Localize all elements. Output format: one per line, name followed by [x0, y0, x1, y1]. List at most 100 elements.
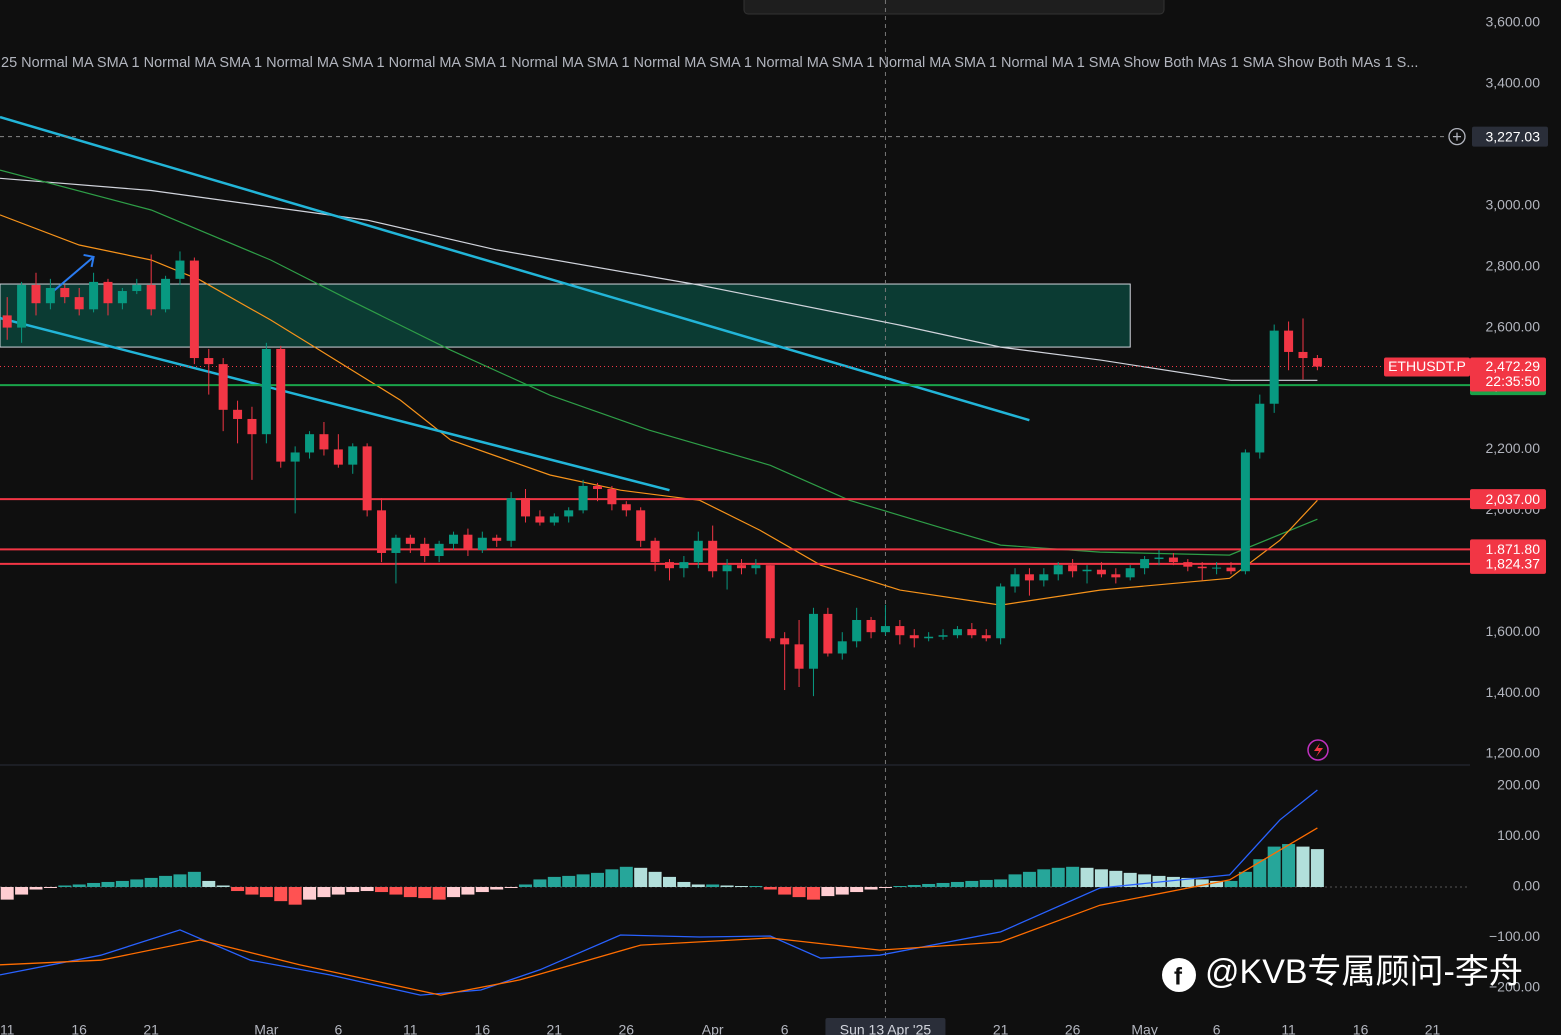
facebook-logo — [1162, 958, 1196, 992]
x-tick-label: 6 — [781, 1022, 789, 1035]
candle-body — [1269, 330, 1279, 404]
macd-bar — [605, 869, 619, 887]
candle-body — [89, 281, 99, 310]
y-tick-label: 2,600.00 — [1486, 318, 1541, 334]
candle-body — [1096, 569, 1106, 575]
candle-body — [463, 534, 473, 550]
candle-body — [1298, 351, 1308, 359]
symbol-box — [1384, 357, 1470, 377]
macd-bar — [1123, 872, 1137, 887]
moving-average — [0, 214, 1318, 606]
macd-bar — [331, 887, 345, 895]
x-tick-label: 16 — [71, 1022, 87, 1035]
candle-body — [1082, 569, 1092, 572]
candle-body — [247, 418, 257, 435]
macd-bar — [634, 867, 648, 887]
macd-bar — [346, 887, 360, 893]
indicator-legend: 25 Normal MA SMA 1 Normal MA SMA 1 Norma… — [1, 55, 1418, 71]
macd-bar — [1181, 877, 1195, 887]
candle-body — [261, 348, 271, 435]
alert-bolt-icon — [1314, 743, 1323, 757]
macd-bar — [893, 885, 907, 887]
macd-bar — [432, 887, 446, 900]
alert-box — [1472, 126, 1548, 147]
macd-bar — [1051, 867, 1065, 887]
macd-bar — [461, 887, 475, 895]
macd-bar — [475, 887, 489, 893]
macd-bar — [936, 882, 950, 887]
candle-body — [1125, 568, 1135, 578]
macd-tick-label: 0.00 — [1513, 878, 1540, 894]
candle-body — [808, 613, 818, 669]
candle-body — [866, 619, 876, 633]
candle-body — [693, 540, 703, 563]
x-tick-label: 16 — [475, 1022, 491, 1035]
drawing-toolbar[interactable] — [743, 0, 1165, 15]
candle-body — [233, 409, 243, 419]
candle-body — [1226, 567, 1236, 572]
macd-bar — [562, 875, 576, 887]
moving-average — [0, 169, 1318, 556]
candle-body — [60, 287, 70, 298]
last-price-box — [1470, 357, 1546, 392]
candle-body — [1039, 574, 1049, 581]
candle-body — [1010, 574, 1020, 587]
candle-body — [722, 565, 732, 572]
candle-body — [981, 635, 991, 639]
macd-bar — [317, 887, 331, 898]
candle-body — [1024, 574, 1034, 581]
candle-body — [1212, 567, 1222, 569]
moving-average — [0, 177, 1318, 381]
macd-bar — [274, 887, 288, 902]
alert-icon-plus — [1453, 132, 1461, 141]
candle-body — [521, 498, 531, 517]
macd-bar — [1210, 880, 1224, 887]
candle-body — [751, 565, 761, 569]
macd-bar — [965, 880, 979, 887]
macd-bar — [418, 887, 432, 899]
candle-body — [636, 510, 646, 541]
macd-bar — [303, 887, 317, 900]
macd-bar — [87, 882, 101, 887]
macd-bar — [547, 876, 561, 887]
candle-body — [175, 260, 185, 279]
macd-bar — [403, 887, 417, 898]
macd-bar — [907, 884, 921, 887]
macd-bar — [734, 885, 748, 887]
macd-bar — [749, 885, 763, 887]
macd-bar — [994, 879, 1008, 887]
x-tick-label: 21 — [547, 1022, 563, 1035]
y-tick-label: 1,400.00 — [1486, 684, 1541, 700]
candle-body — [132, 284, 142, 292]
candle-body — [377, 510, 387, 553]
macd-bar — [591, 872, 605, 887]
macd-bar — [0, 887, 14, 900]
macd-bar — [101, 881, 115, 887]
macd-bar — [360, 887, 374, 892]
candle-body — [362, 446, 372, 511]
candle-body — [967, 629, 977, 636]
watermark: f @KVB专属顾问-李舟 — [1162, 953, 1523, 992]
macd-bar — [130, 879, 144, 887]
candle-body — [1284, 330, 1294, 352]
candle-body — [794, 644, 804, 669]
macd-bar — [821, 887, 835, 897]
macd-bar — [58, 885, 72, 887]
candle-body — [736, 565, 746, 569]
candle-body — [348, 446, 358, 465]
candle-body — [780, 638, 790, 645]
x-tick-label: 21 — [993, 1022, 1009, 1035]
macd-bar — [115, 880, 129, 887]
alert-bolt — [1307, 739, 1329, 761]
macd-bar — [1080, 867, 1094, 887]
macd-bar — [15, 887, 29, 895]
macd-bar — [490, 887, 504, 890]
price-label-box — [1470, 553, 1546, 574]
macd-bar — [43, 887, 57, 889]
macd-bar — [216, 885, 230, 887]
y-tick-label: 2,200.00 — [1486, 440, 1541, 456]
macd-bar — [677, 881, 691, 887]
candle-body — [549, 516, 559, 523]
candle-body — [708, 540, 718, 572]
